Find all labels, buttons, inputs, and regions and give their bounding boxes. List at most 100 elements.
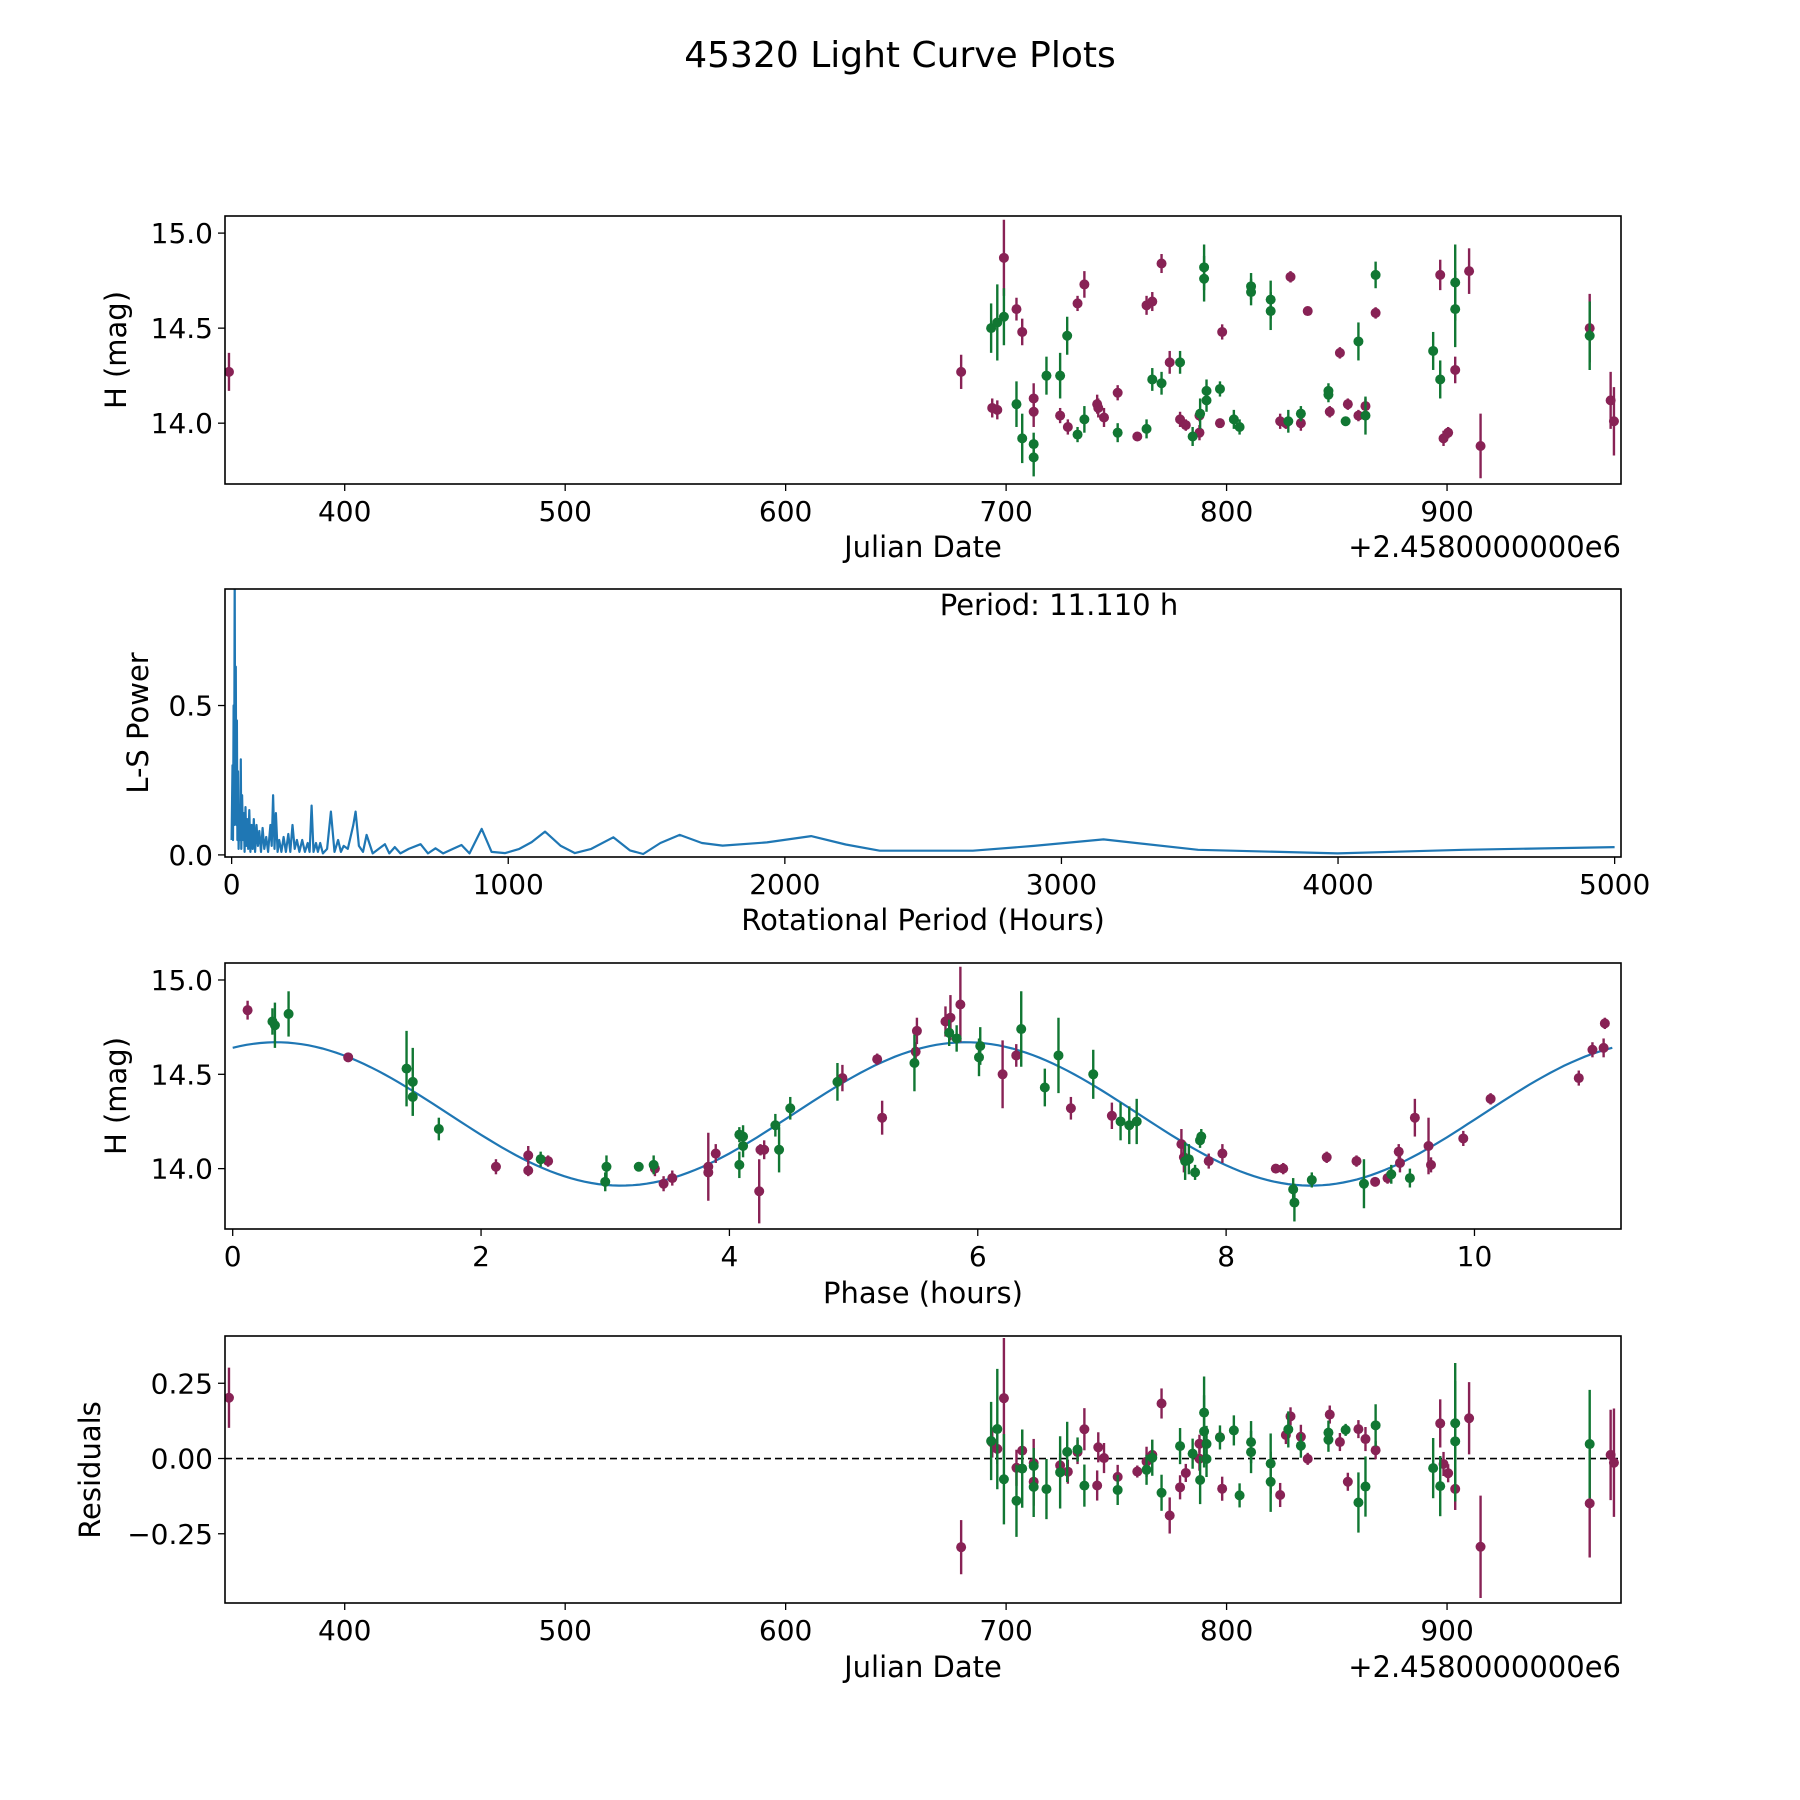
data-marker	[998, 1474, 1009, 1485]
data-point-m	[1203, 1153, 1214, 1169]
data-marker	[975, 1041, 986, 1052]
data-marker	[1214, 418, 1225, 429]
data-marker	[1201, 395, 1212, 406]
data-marker	[1485, 1093, 1496, 1104]
data-point-m	[1443, 426, 1454, 439]
axes-frame	[224, 215, 1622, 485]
data-point-g	[1053, 1017, 1064, 1094]
data-marker	[1283, 416, 1294, 427]
data-point-g	[1028, 438, 1039, 477]
data-point-g	[1156, 371, 1167, 395]
data-point-m	[1217, 1476, 1228, 1501]
data-marker	[785, 1103, 796, 1114]
data-marker	[1180, 1156, 1191, 1167]
data-point-m	[755, 1144, 766, 1156]
data-marker	[1323, 1427, 1334, 1438]
data-point-g	[1360, 396, 1371, 435]
data-marker	[1141, 1464, 1152, 1475]
data-point-m	[754, 1159, 765, 1224]
data-marker	[951, 1033, 962, 1044]
data-point-m	[1278, 1162, 1289, 1175]
data-point-g	[1228, 1415, 1239, 1446]
data-marker	[1285, 271, 1296, 282]
data-point-m	[1275, 1482, 1286, 1508]
data-point-m	[1458, 1130, 1469, 1146]
data-marker	[945, 1012, 956, 1023]
data-point-m	[1475, 1495, 1486, 1598]
light-curve-ylabel: H (mag)	[99, 291, 133, 409]
data-marker	[734, 1159, 745, 1170]
data-marker	[1340, 416, 1351, 427]
data-marker	[1017, 433, 1028, 444]
x-tick-label: 400	[318, 495, 371, 528]
data-marker	[755, 1144, 766, 1155]
data-point-g	[1141, 1454, 1152, 1485]
data-marker	[1180, 420, 1191, 431]
data-marker	[1353, 1497, 1364, 1508]
data-marker	[1353, 336, 1364, 347]
data-marker	[1194, 1438, 1205, 1449]
data-marker	[1062, 421, 1073, 432]
data-marker	[1041, 1484, 1052, 1495]
data-marker	[1016, 1024, 1027, 1035]
data-point-m	[1443, 1464, 1454, 1483]
data-marker	[1270, 1163, 1281, 1174]
data-marker	[1156, 378, 1167, 389]
data-marker	[1199, 1407, 1210, 1418]
data-point-m	[1164, 350, 1175, 374]
data-marker	[1079, 1480, 1090, 1491]
data-point-g	[1079, 406, 1090, 433]
data-point-m	[1485, 1093, 1496, 1105]
data-point-g	[601, 1155, 612, 1179]
data-point-g	[944, 1019, 955, 1047]
data-marker	[1608, 416, 1619, 427]
data-point-g	[1175, 350, 1186, 374]
data-point-g	[1187, 426, 1198, 446]
data-marker	[1428, 345, 1439, 356]
data-point-g	[1295, 406, 1306, 422]
data-marker	[1584, 330, 1595, 341]
data-point-g	[1147, 1439, 1158, 1476]
data-marker	[1214, 383, 1225, 394]
data-marker	[225, 1392, 234, 1403]
data-point-m	[997, 1040, 1008, 1109]
data-marker	[992, 404, 1003, 415]
data-marker	[1423, 1140, 1434, 1151]
y-tick-label: −0.25	[127, 1518, 213, 1551]
data-marker	[1435, 269, 1446, 280]
data-point-g	[1584, 301, 1595, 370]
data-point-g	[1201, 388, 1212, 412]
data-point-g	[1288, 1178, 1299, 1201]
data-point-g	[992, 284, 1003, 361]
data-point-m	[1351, 1155, 1362, 1167]
data-marker	[1028, 1481, 1039, 1492]
data-point-m	[1302, 1452, 1313, 1465]
data-marker	[1187, 1448, 1198, 1459]
data-marker	[401, 1063, 412, 1074]
data-marker	[998, 252, 1009, 263]
residuals-xlabel: Julian Date	[842, 1650, 1002, 1684]
data-point-g	[648, 1155, 659, 1175]
data-point-g	[1195, 1455, 1206, 1505]
data-marker	[974, 1052, 985, 1063]
data-marker	[955, 999, 966, 1010]
data-marker	[1370, 269, 1381, 280]
x-tick-label: 8	[1217, 1240, 1235, 1273]
data-marker	[1246, 1447, 1257, 1458]
data-marker	[1079, 1424, 1090, 1435]
plot-area	[225, 1337, 1621, 1598]
data-point-m	[1334, 1432, 1345, 1452]
data-point-m	[910, 1042, 921, 1062]
data-marker	[1201, 1453, 1212, 1464]
data-point-g	[1370, 261, 1381, 289]
data-marker	[1584, 1439, 1595, 1450]
data-marker	[1195, 408, 1206, 419]
data-marker	[1011, 304, 1022, 315]
data-marker	[1180, 1467, 1191, 1478]
data-marker	[1234, 1490, 1245, 1501]
data-point-g	[1131, 1098, 1142, 1145]
data-point-m	[1011, 297, 1022, 321]
data-marker	[1112, 427, 1123, 438]
data-point-m	[1450, 356, 1461, 384]
